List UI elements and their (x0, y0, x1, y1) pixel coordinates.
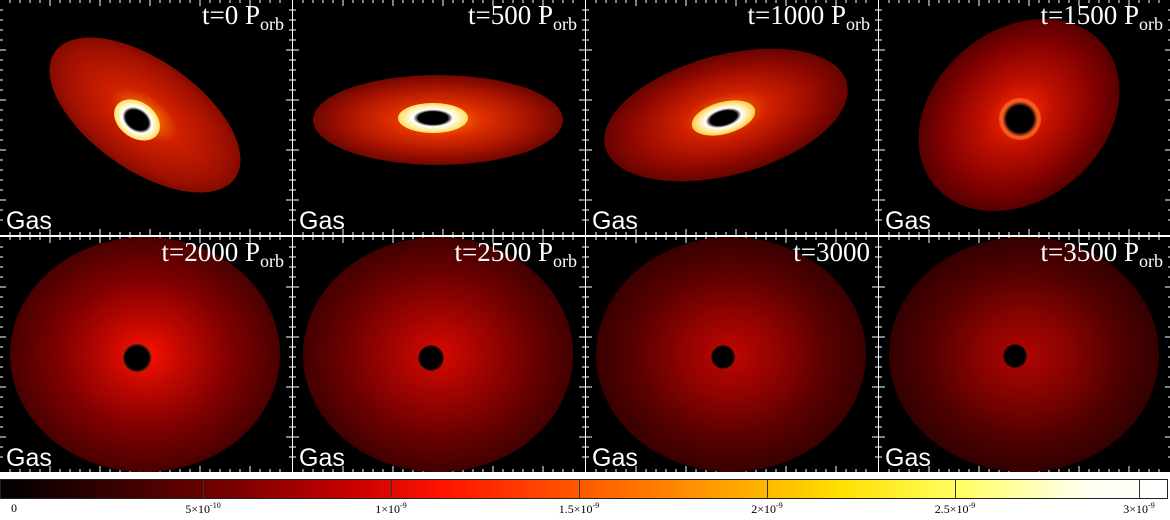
panel-time-label: t=0 Porb (202, 0, 284, 34)
colorbar-tick-label: 2×10-9 (751, 501, 783, 516)
panel-species-label: Gas (299, 444, 345, 472)
panel-axis-ticks (293, 0, 585, 235)
panel-time-label: t=2000 Porb (161, 237, 285, 271)
panel-t3000: t=3000 Gas (586, 237, 878, 472)
colorbar-tick-label: 1×10-9 (375, 501, 407, 516)
panel-species-label: Gas (592, 444, 638, 472)
panel-time-label: t=3500 Porb (1040, 237, 1164, 271)
panel-t1500: t=1500 Porb Gas (879, 0, 1170, 235)
panel-time-label: t=500 Porb (468, 0, 577, 34)
panel-species-label: Gas (885, 444, 931, 472)
panel-species-label: Gas (6, 207, 52, 235)
panel-axis-ticks (293, 237, 585, 472)
panel-t500: t=500 Porb Gas (293, 0, 585, 235)
panel-time-label: t=1000 Porb (747, 0, 871, 34)
panel-t1000: t=1000 Porb Gas (586, 0, 878, 235)
colorbar-tick-mark (203, 479, 204, 499)
gas-disk-inner (418, 345, 444, 371)
panel-species-label: Gas (592, 207, 638, 235)
panel-time-label: t=3000 (793, 237, 870, 267)
colorbar-tick-label: 3×10-9 (1123, 501, 1155, 516)
colorbar-tick-mark (579, 479, 580, 499)
colorbar-tick-mark (955, 479, 956, 499)
panel-species-label: Gas (885, 207, 931, 235)
colorbar-tick-label: 2.5×10-9 (934, 501, 976, 516)
panel-axis-ticks (0, 237, 292, 472)
panel-axis-ticks (0, 0, 292, 235)
panel-axis-ticks (586, 0, 878, 235)
panel-t2500: t=2500 Porb Gas (293, 237, 585, 472)
gas-disk-inner (1003, 344, 1027, 368)
colorbar-tick-mark (767, 479, 768, 499)
panel-time-label: t=1500 Porb (1040, 0, 1164, 34)
colorbar-tick-mark (1139, 479, 1140, 499)
colorbar-tick-label: 5×10-10 (185, 501, 221, 516)
colorbar-tick-label: 0 (11, 501, 17, 515)
panel-t0: t=0 Porb Gas (0, 0, 292, 235)
colorbar-tick-mark (391, 479, 392, 499)
gas-disk-inner (711, 345, 735, 369)
panel-species-label: Gas (6, 444, 52, 472)
panel-time-label: t=2500 Porb (454, 237, 578, 271)
panel-t2000: t=2000 Porb Gas (0, 237, 292, 472)
colorbar-tick-label: 1.5×10-9 (558, 501, 600, 516)
colorbar (0, 479, 1168, 499)
gas-disk-inner (122, 343, 152, 373)
panel-species-label: Gas (299, 207, 345, 235)
panel-t3500: t=3500 Porb Gas (879, 237, 1170, 472)
gas-disk-inner (398, 103, 468, 133)
